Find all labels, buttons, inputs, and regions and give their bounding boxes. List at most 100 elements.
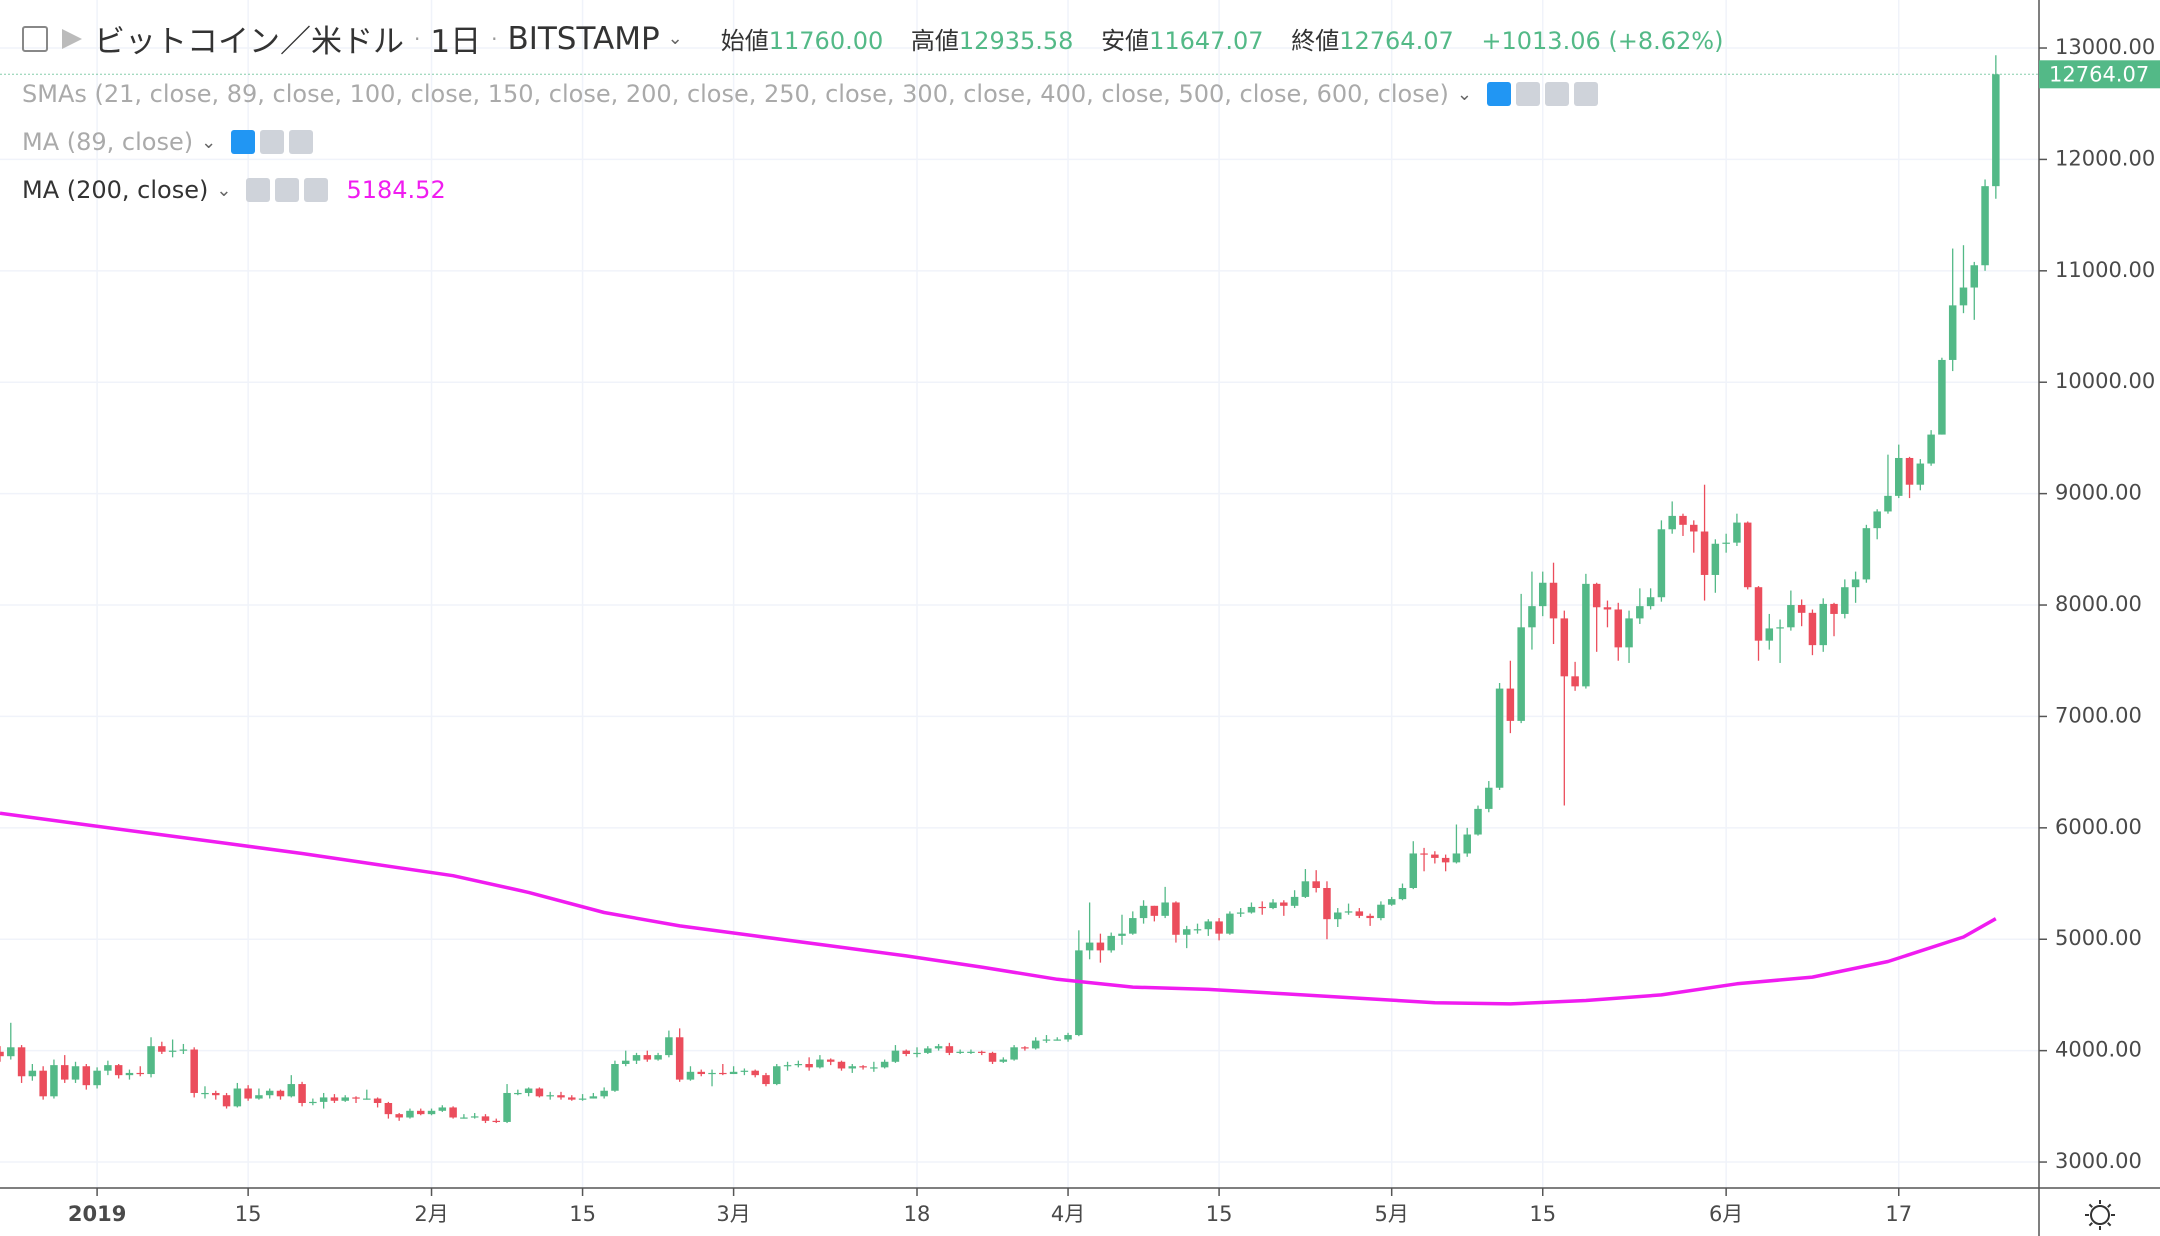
- candles: [0, 55, 2000, 1124]
- candle-body: [1927, 434, 1935, 464]
- candle-body: [384, 1102, 393, 1115]
- y-tick-label: 9000.00: [2055, 481, 2142, 505]
- candle-body: [1420, 853, 1428, 855]
- candle-body: [1215, 921, 1223, 934]
- candle-body: [578, 1098, 587, 1100]
- candle-body: [1808, 612, 1817, 646]
- candle-body: [158, 1046, 166, 1052]
- candle-body: [1118, 933, 1126, 936]
- candle-body: [751, 1070, 759, 1076]
- candle-body: [1409, 853, 1418, 888]
- candle-body: [1992, 74, 2000, 187]
- candle-body: [805, 1064, 813, 1068]
- candle-body: [17, 1047, 26, 1077]
- flag-icon[interactable]: [62, 28, 82, 49]
- candle-body: [1096, 942, 1105, 951]
- x-tick-label: 15: [1206, 1202, 1233, 1226]
- header: ビットコイン／米ドル · 1日 · BITSTAMP ⌄ 始値11760.00 …: [22, 16, 1743, 61]
- x-tick-label: 15: [569, 1202, 596, 1226]
- candle-body: [255, 1095, 263, 1099]
- last-price-box: [2039, 60, 2160, 89]
- candle-body: [1021, 1047, 1029, 1049]
- candle-body: [449, 1107, 457, 1118]
- candle-body: [1161, 902, 1169, 916]
- x-tick-label: 6月: [1709, 1202, 1743, 1226]
- candle-body: [1733, 522, 1741, 543]
- candle-body: [82, 1066, 91, 1086]
- candle-body: [1474, 808, 1482, 835]
- y-tick-label: 7000.00: [2055, 703, 2142, 727]
- x-tick-label: 15: [235, 1202, 262, 1226]
- candle-body: [514, 1092, 522, 1095]
- x-tick-label: 5月: [1375, 1202, 1409, 1226]
- candle-body: [1301, 881, 1310, 897]
- remove-icon[interactable]: [1573, 82, 1598, 106]
- x-tick-label: 2019: [68, 1202, 126, 1226]
- candle-body: [1172, 902, 1180, 935]
- candle-body: [535, 1088, 544, 1097]
- candle-body: [1668, 515, 1676, 530]
- candle-body: [125, 1072, 134, 1076]
- y-tick-label: 11000.00: [2055, 258, 2155, 282]
- candle-body: [1150, 905, 1159, 916]
- indicator-ma89: MA (89, close) ⌄: [22, 128, 314, 156]
- candle-body: [395, 1114, 403, 1118]
- candle-body: [740, 1070, 749, 1072]
- candle-body: [1042, 1039, 1051, 1041]
- candle-body: [977, 1051, 986, 1053]
- candle-body: [826, 1059, 835, 1062]
- candle-body: [470, 1116, 479, 1118]
- candle-body: [352, 1097, 360, 1099]
- settings-icon-ray: [2088, 1203, 2093, 1208]
- remove-icon[interactable]: [289, 130, 314, 154]
- candle-body: [373, 1098, 382, 1103]
- settings-icon[interactable]: [275, 178, 300, 202]
- hide-icon[interactable]: [231, 130, 256, 154]
- settings-icon[interactable]: [1515, 82, 1540, 106]
- candle-body: [621, 1060, 630, 1065]
- ohlc: 始値11760.00 高値12935.58 安値11647.07 終値12764…: [721, 21, 1744, 56]
- collapse-icon[interactable]: [22, 25, 48, 52]
- candle-body: [1452, 853, 1461, 863]
- candle-body: [600, 1090, 608, 1097]
- candle-body: [1657, 529, 1666, 598]
- candle-body: [276, 1090, 285, 1097]
- indicator-smas: SMAs (21, close, 89, close, 100, close, …: [22, 80, 1598, 108]
- x-tick-label: 15: [1529, 1202, 1556, 1226]
- candle-body: [1387, 899, 1396, 905]
- candle-body: [913, 1052, 921, 1055]
- candle-body: [1431, 854, 1439, 858]
- candle-body: [1139, 905, 1148, 919]
- candle-body: [1334, 912, 1342, 920]
- candle-body: [1485, 787, 1493, 809]
- hide-icon[interactable]: [1486, 82, 1511, 106]
- exchange[interactable]: BITSTAMP: [507, 20, 660, 57]
- candle-body: [1463, 834, 1471, 854]
- candle-body: [1366, 915, 1374, 919]
- hide-icon[interactable]: [246, 178, 271, 202]
- candle-body: [1970, 265, 1979, 288]
- candle-body: [1538, 582, 1547, 607]
- candle-body: [1377, 904, 1385, 919]
- candle-body: [71, 1066, 80, 1080]
- candle-body: [1258, 906, 1266, 909]
- settings-icon[interactable]: [260, 130, 285, 154]
- candle-body: [643, 1055, 652, 1060]
- candle-body: [1873, 511, 1881, 529]
- source-icon[interactable]: [1544, 82, 1569, 106]
- remove-icon[interactable]: [304, 178, 329, 202]
- candle-body: [460, 1117, 468, 1119]
- settings-icon[interactable]: [2090, 1205, 2110, 1225]
- candle-body: [1679, 515, 1687, 525]
- indicator-ma200: MA (200, close) ⌄ 5184.52: [22, 176, 446, 204]
- candle-body: [1010, 1047, 1018, 1060]
- candle-body: [762, 1075, 770, 1085]
- candle-body: [244, 1088, 252, 1099]
- candle-body: [967, 1051, 975, 1053]
- candle-body: [147, 1046, 155, 1075]
- candle-body: [1582, 583, 1590, 687]
- y-tick-label: 13000.00: [2055, 35, 2155, 59]
- candle-body: [1851, 579, 1860, 588]
- candle-body: [1916, 463, 1925, 485]
- candle-body: [1204, 921, 1213, 930]
